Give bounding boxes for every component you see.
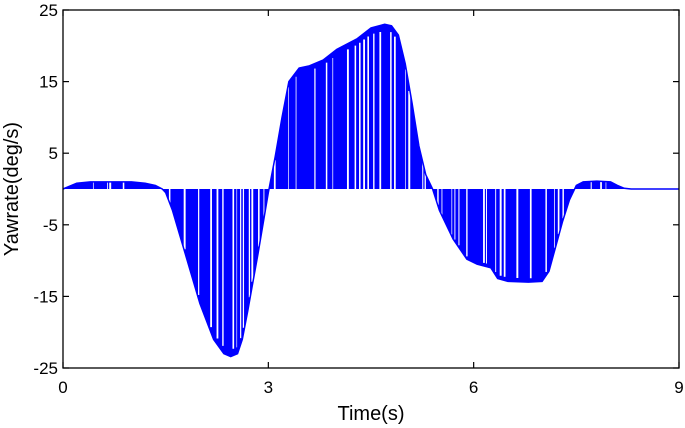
y-tick-label: -25 [33,359,58,378]
axis-ticks: 0 3 6 9 25 15 5 -5 -15 -25 [33,1,683,397]
yawrate-series-area [63,24,679,357]
yawrate-series-line [62,23,679,358]
y-tick-label: -15 [33,287,58,306]
y-tick-label: 25 [39,1,58,20]
series-fill-stripes [92,32,607,349]
x-tick-label: 3 [264,378,273,397]
x-tick-label: 6 [469,378,478,397]
plot-frame [62,9,680,369]
x-tick-label: 9 [674,378,683,397]
y-axis-label: Yawrate(deg/s) [1,122,23,256]
y-tick-label: 5 [49,144,58,163]
y-tick-label: 15 [39,73,58,92]
x-tick-label: 0 [58,378,67,397]
y-tick-label: -5 [43,216,58,235]
plot-area [62,23,679,358]
x-axis-label: Time(s) [337,403,404,425]
